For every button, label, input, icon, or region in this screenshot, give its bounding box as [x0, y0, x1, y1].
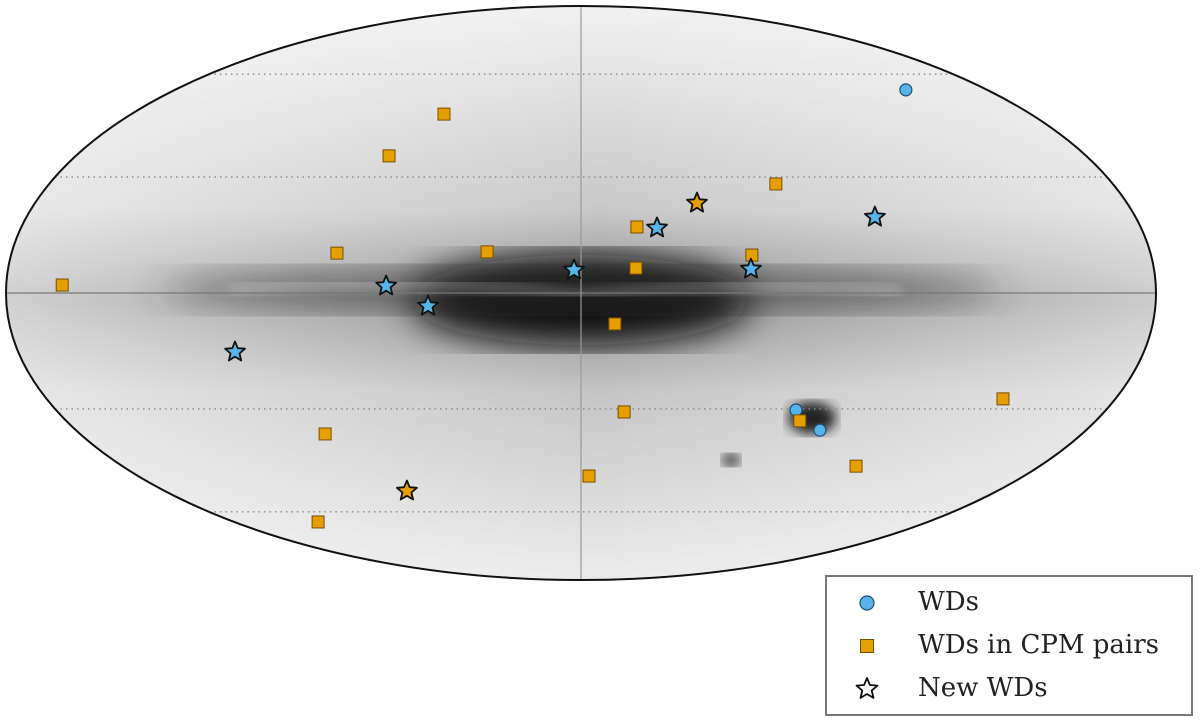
cpm-point [793, 414, 807, 428]
cpm-point [318, 427, 332, 441]
cpm-point [996, 392, 1010, 406]
new-wd-point [417, 294, 439, 316]
cpm-point [311, 515, 325, 529]
legend-marker [860, 639, 874, 653]
cpm-point [437, 107, 451, 121]
new-wd-point [686, 191, 708, 213]
new-wd-point [740, 257, 762, 279]
legend-label: WDs in CPM pairs [918, 630, 1159, 660]
legend-marker [855, 677, 879, 699]
cpm-point [769, 177, 783, 191]
cpm-point [629, 261, 643, 275]
wd-point [813, 423, 827, 437]
legend-box [825, 575, 1193, 716]
cpm-point [55, 278, 69, 292]
sky-background [6, 6, 1156, 580]
cpm-point [617, 405, 631, 419]
new-wd-point [646, 216, 668, 238]
cpm-point [630, 220, 644, 234]
new-wd-point [224, 340, 246, 362]
legend-label: New WDs [918, 673, 1048, 703]
cpm-point [608, 317, 622, 331]
wd-point [899, 83, 913, 97]
cpm-point [849, 459, 863, 473]
cpm-point [480, 245, 494, 259]
wd-point [789, 403, 803, 417]
new-wd-point [396, 479, 418, 501]
new-wd-point [563, 258, 585, 280]
new-wd-point [375, 274, 397, 296]
legend-marker [859, 595, 875, 611]
sky-border [5, 5, 1157, 581]
cpm-point [382, 149, 396, 163]
new-wd-point [864, 205, 886, 227]
cpm-point [330, 246, 344, 260]
legend-label: WDs [918, 587, 979, 617]
cpm-point [582, 469, 596, 483]
